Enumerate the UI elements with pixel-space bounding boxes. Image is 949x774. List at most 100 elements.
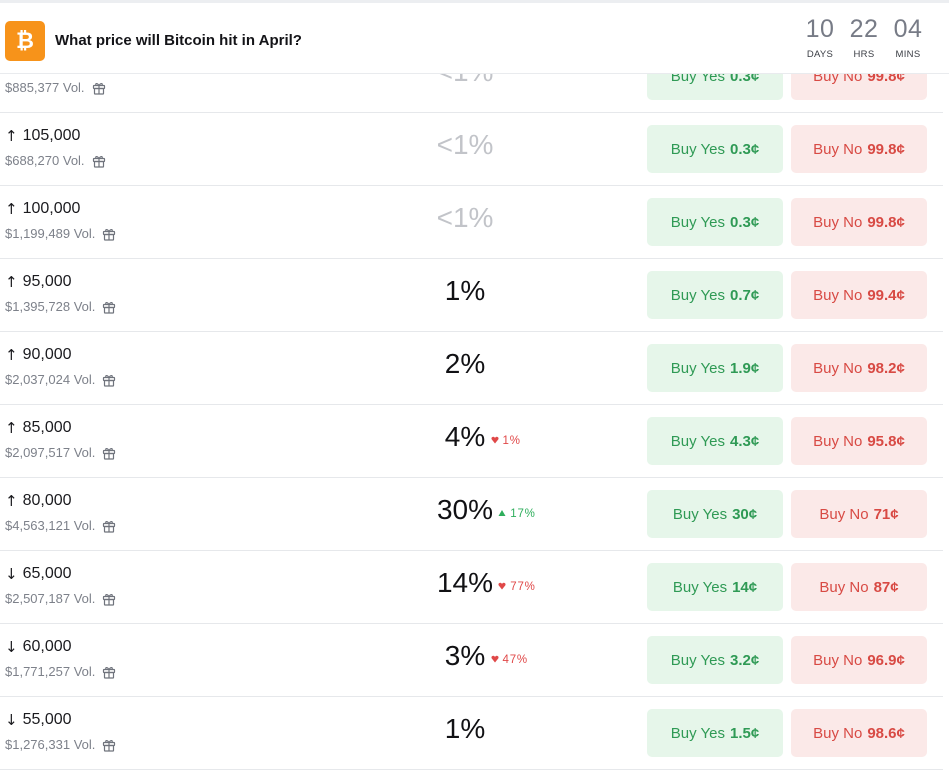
page-title: What price will Bitcoin hit in April?	[55, 32, 302, 49]
volume-value: $885,377	[5, 80, 60, 95]
market-row[interactable]: ↑ 90,000 $2,037,024 Vol. 2% Buy Yes 1.9¢ Buy N…	[0, 332, 943, 405]
volume-value: $688,270	[5, 153, 60, 168]
market-row[interactable]: ↓ 65,000 $2,507,187 Vol. 14% 77% Buy Yes 14¢ B…	[0, 551, 943, 624]
strike-price: ↑ 95,000	[5, 273, 72, 291]
arrow-down-icon: ↓	[5, 711, 18, 729]
buy-yes-label: Buy Yes	[672, 505, 728, 523]
triangle-down-icon	[498, 581, 506, 593]
strike-value: 100,000	[22, 200, 81, 217]
arrow-up-icon: ↑	[5, 273, 18, 291]
countdown-days: 10 DAYS	[805, 15, 835, 60]
buy-yes-button[interactable]: Buy Yes 1.9¢	[647, 344, 783, 392]
market-row[interactable]: ↑ 85,000 $2,097,517 Vol. 4% 1% Buy Yes 4.3¢ Bu…	[0, 405, 943, 478]
strike-price: ↓ 60,000	[5, 638, 72, 656]
gift-icon[interactable]	[102, 373, 116, 387]
buy-yes-button[interactable]: Buy Yes 0.3¢	[647, 125, 783, 173]
countdown-hours-label: HRS	[853, 49, 875, 60]
market-row[interactable]: ↑ 105,000 $688,270 Vol. <1% Buy Yes 0.3¢ Buy N…	[0, 113, 943, 186]
volume: $885,377 Vol.	[5, 80, 106, 95]
market-row[interactable]: ↓ 60,000 $1,771,257 Vol. 3% 47% Buy Yes 3.2¢ B…	[0, 624, 943, 697]
market-row[interactable]: ↑ 80,000 $4,563,121 Vol. 30% 17% Buy Yes 30¢ B…	[0, 478, 943, 551]
buy-no-label: Buy No	[813, 651, 863, 669]
countdown-minutes-value: 04	[893, 15, 923, 43]
change-indicator: 77%	[498, 581, 535, 593]
arrow-up-icon: ↑	[5, 346, 18, 364]
buy-no-label: Buy No	[813, 213, 863, 231]
volume-value: $2,037,024	[5, 372, 71, 387]
buy-no-price: 99.8¢	[867, 140, 905, 158]
buy-yes-button[interactable]: Buy Yes 3.2¢	[647, 636, 783, 684]
buy-no-price: 98.6¢	[867, 724, 905, 742]
volume: $1,771,257 Vol.	[5, 664, 116, 679]
gift-icon[interactable]	[102, 227, 116, 241]
gift-icon[interactable]	[102, 738, 116, 752]
buy-yes-label: Buy Yes	[670, 213, 725, 231]
gift-icon[interactable]	[102, 519, 116, 533]
volume: $1,395,728 Vol.	[5, 299, 116, 314]
bitcoin-logo-icon: ₿	[5, 21, 45, 61]
probability: <1%	[436, 202, 494, 233]
probability: 1%	[444, 275, 486, 306]
buy-yes-price: 3.2¢	[730, 651, 760, 669]
buy-no-button[interactable]: Buy No 95.8¢	[791, 417, 927, 465]
probability: 1%	[444, 713, 486, 744]
buy-yes-price: 14¢	[732, 578, 758, 596]
volume: $1,276,331 Vol.	[5, 737, 116, 752]
gift-icon[interactable]	[102, 300, 116, 314]
gift-icon[interactable]	[102, 592, 116, 606]
arrow-down-icon: ↓	[5, 638, 18, 656]
buy-yes-button[interactable]: Buy Yes 0.7¢	[647, 271, 783, 319]
arrow-up-icon: ↑	[5, 492, 18, 510]
market-row[interactable]: ↓ 55,000 $1,276,331 Vol. 1% Buy Yes 1.5¢ Buy N…	[0, 697, 943, 770]
gift-icon[interactable]	[102, 446, 116, 460]
buy-no-button[interactable]: Buy No 71¢	[791, 490, 927, 538]
market-header: ₿ What price will Bitcoin hit in April? …	[0, 3, 949, 74]
buy-yes-price: 0.3¢	[730, 140, 760, 158]
buy-no-button[interactable]: Buy No 99.8¢	[791, 198, 927, 246]
buy-yes-label: Buy Yes	[670, 432, 725, 450]
buy-yes-label: Buy Yes	[670, 724, 725, 742]
buy-yes-label: Buy Yes	[670, 359, 725, 377]
strike-price: ↓ 65,000	[5, 565, 72, 583]
buy-yes-button[interactable]: Buy Yes 1.5¢	[647, 709, 783, 757]
buy-no-button[interactable]: Buy No 99.8¢	[791, 125, 927, 173]
buy-yes-button[interactable]: Buy Yes 0.3¢	[647, 198, 783, 246]
buy-no-button[interactable]: Buy No 99.4¢	[791, 271, 927, 319]
probability: 2%	[444, 348, 486, 379]
volume: $688,270 Vol.	[5, 153, 106, 168]
buy-no-button[interactable]: Buy No 96.9¢	[791, 636, 927, 684]
buy-no-button[interactable]: Buy No 98.2¢	[791, 344, 927, 392]
market-row[interactable]: ↑ 95,000 $1,395,728 Vol. 1% Buy Yes 0.7¢ Buy N…	[0, 259, 943, 332]
volume: $2,037,024 Vol.	[5, 372, 116, 387]
buy-yes-button[interactable]: Buy Yes 14¢	[647, 563, 783, 611]
strike-price: ↑ 105,000	[5, 127, 80, 145]
buy-yes-button[interactable]: Buy Yes 30¢	[647, 490, 783, 538]
buy-yes-button[interactable]: Buy Yes 4.3¢	[647, 417, 783, 465]
buy-yes-label: Buy Yes	[670, 140, 725, 158]
volume-value: $4,563,121	[5, 518, 71, 533]
countdown-minutes: 04 MINS	[893, 15, 923, 60]
volume-suffix: Vol.	[62, 80, 85, 95]
gift-icon[interactable]	[92, 81, 106, 95]
market-row[interactable]: ↑ 100,000 $1,199,489 Vol. <1% Buy Yes 0.3¢ Buy…	[0, 186, 943, 259]
volume-value: $2,097,517	[5, 445, 71, 460]
buy-yes-price: 1.9¢	[730, 359, 760, 377]
buy-yes-price: 4.3¢	[730, 432, 760, 450]
buy-yes-price: 0.7¢	[730, 286, 760, 304]
countdown-minutes-label: MINS	[895, 49, 921, 60]
strike-price: ↑ 90,000	[5, 346, 72, 364]
volume-value: $2,507,187	[5, 591, 71, 606]
buy-yes-label: Buy Yes	[670, 651, 725, 669]
buy-no-label: Buy No	[813, 359, 863, 377]
buy-yes-label: Buy Yes	[670, 286, 725, 304]
change-indicator: 47%	[490, 654, 528, 666]
buy-no-price: 71¢	[873, 505, 899, 523]
buy-no-button[interactable]: Buy No 98.6¢	[791, 709, 927, 757]
volume-suffix: Vol.	[73, 591, 96, 606]
gift-icon[interactable]	[102, 665, 116, 679]
buy-no-label: Buy No	[813, 724, 863, 742]
buy-no-button[interactable]: Buy No 87¢	[791, 563, 927, 611]
change-value: 47%	[502, 654, 528, 666]
gift-icon[interactable]	[92, 154, 106, 168]
strike-value: 65,000	[22, 565, 72, 582]
